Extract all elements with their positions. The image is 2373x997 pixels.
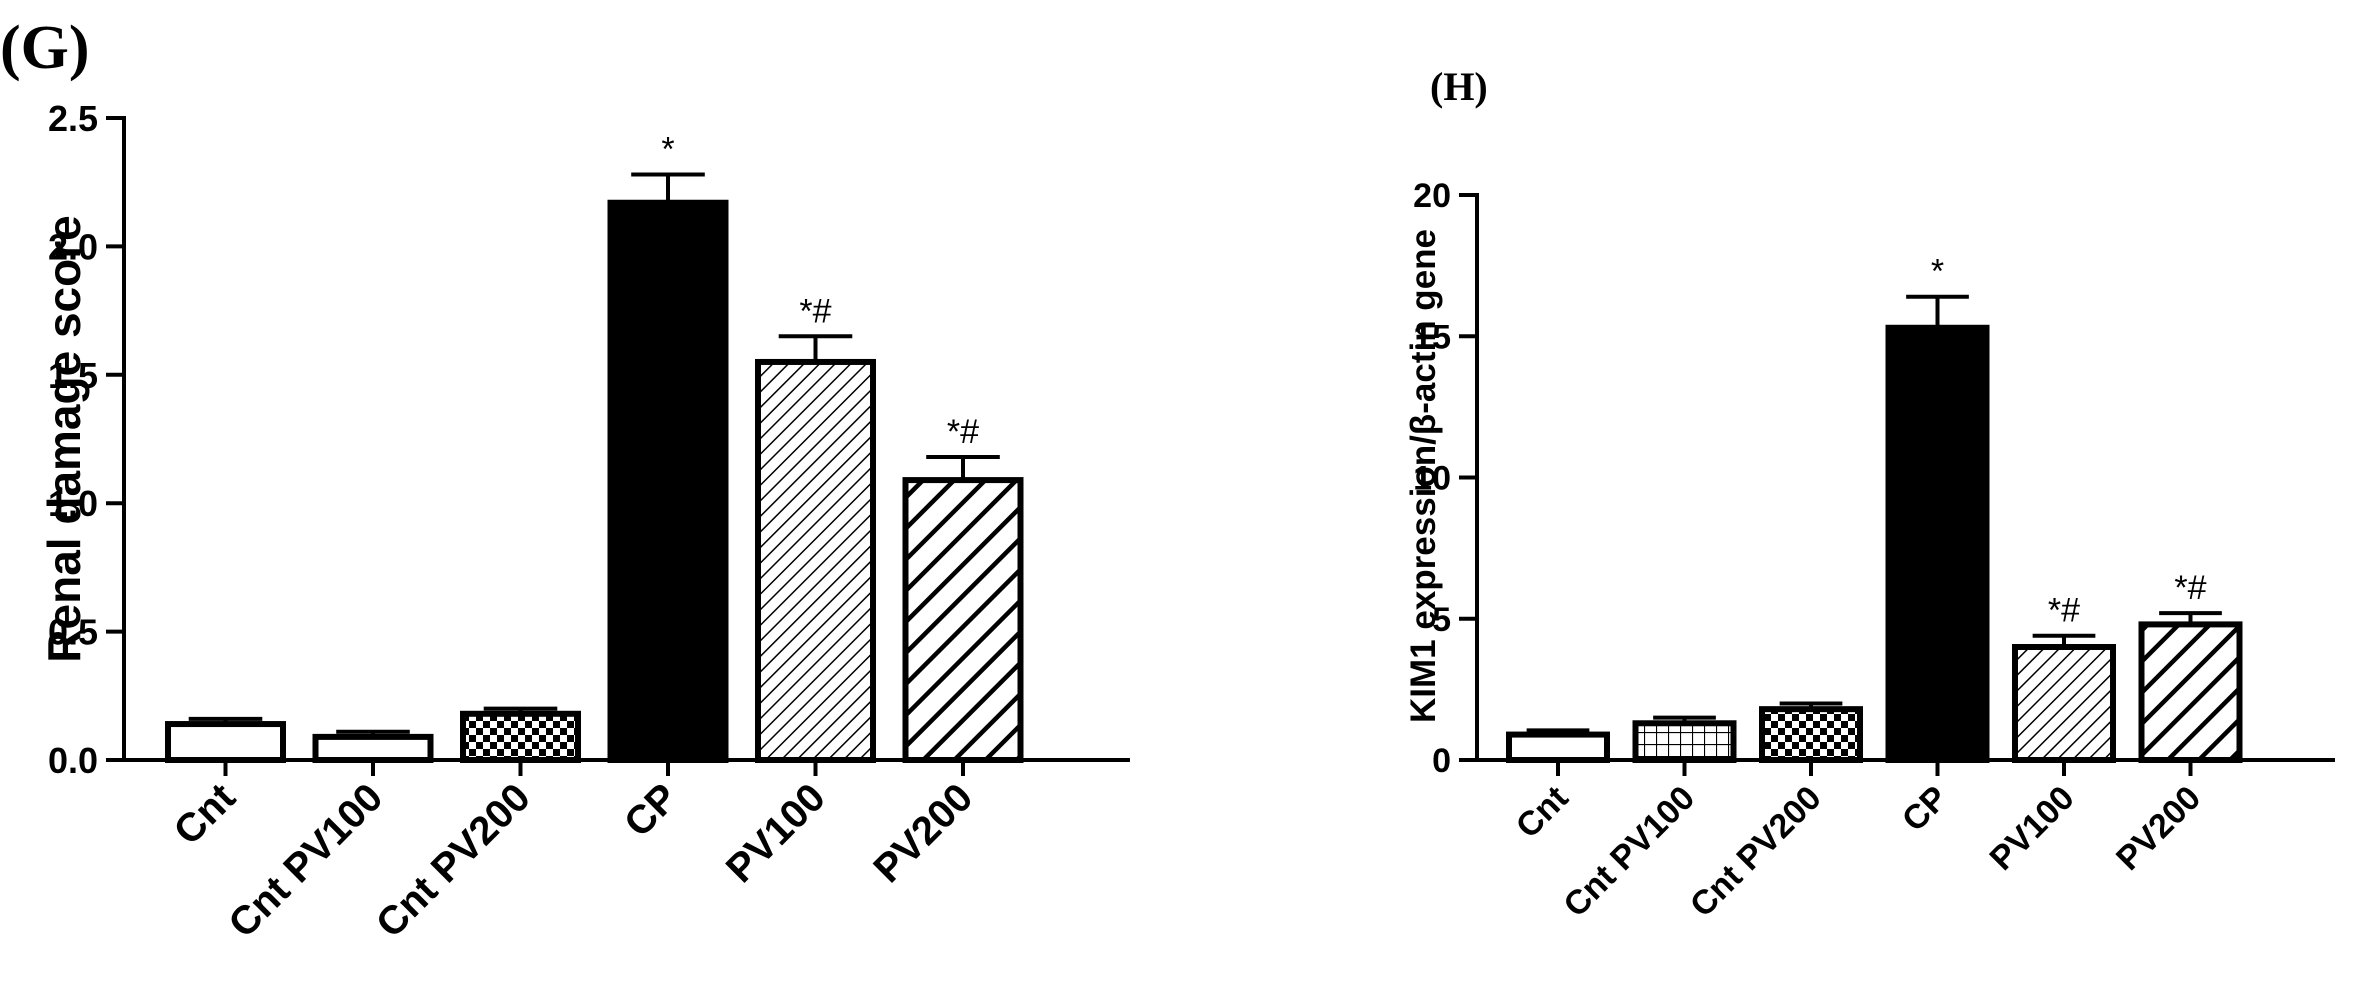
category-label: PV100 [718,775,834,891]
y-axis-label: KIM1 expression/β-actin gene [1404,229,1443,723]
y-tick-label: 2.5 [48,98,98,139]
chart-panel-g: (G) Renal damage score 0.0 0.5 1.0 1.5 2.0 2.5 C… [0,14,1130,946]
category-label: Cnt PV200 [368,775,539,946]
significance-label: * [1931,253,1944,291]
panel-label: (G) [0,14,90,82]
bar [902,477,1024,763]
y-tick-label: 15 [1413,318,1451,356]
y-tick-label: 1.0 [48,483,98,524]
bar [165,721,286,763]
category-label: PV200 [2109,779,2208,878]
category-label: Cnt PV100 [220,775,391,946]
y-tick-label: 0.5 [48,612,98,653]
bar [607,199,729,763]
category-label: PV100 [1983,779,2082,878]
bar [755,358,876,763]
y-tick-label: 20 [1413,177,1451,215]
category-label: CP [616,775,686,845]
bar [1632,720,1737,764]
chart-panel-h: (H) KIM1 expression/β-actin gene 0 5 10 15 20 C… [1404,64,2335,925]
bar [1885,324,1990,763]
bar [2138,621,2243,764]
y-tick-label: 0.0 [48,740,98,781]
significance-label: * [661,130,674,168]
y-tick-label: 0 [1432,742,1451,780]
panel-label: (H) [1430,64,1488,109]
bar [460,710,581,763]
category-label: Cnt [1509,779,1576,846]
y-axis-label: Renal damage score [38,215,90,662]
significance-label: *# [2048,592,2080,630]
significance-label: *# [2174,569,2206,607]
y-tick-label: 2.0 [48,226,98,267]
y-tick-label: 5 [1432,601,1451,639]
significance-label: *# [799,292,831,330]
y-tick-label: 10 [1413,460,1451,498]
y-tick-label: 1.5 [48,355,98,396]
bar [2012,644,2116,763]
category-label: Cnt [166,775,244,853]
category-label: Cnt PV100 [1556,779,1702,925]
bar [1759,706,1863,764]
category-label: CP [1895,779,1955,839]
significance-label: *# [947,413,979,451]
bar [312,733,434,763]
bar [1506,731,1610,764]
category-label: PV200 [865,775,981,891]
category-label: Cnt PV200 [1683,779,1829,925]
